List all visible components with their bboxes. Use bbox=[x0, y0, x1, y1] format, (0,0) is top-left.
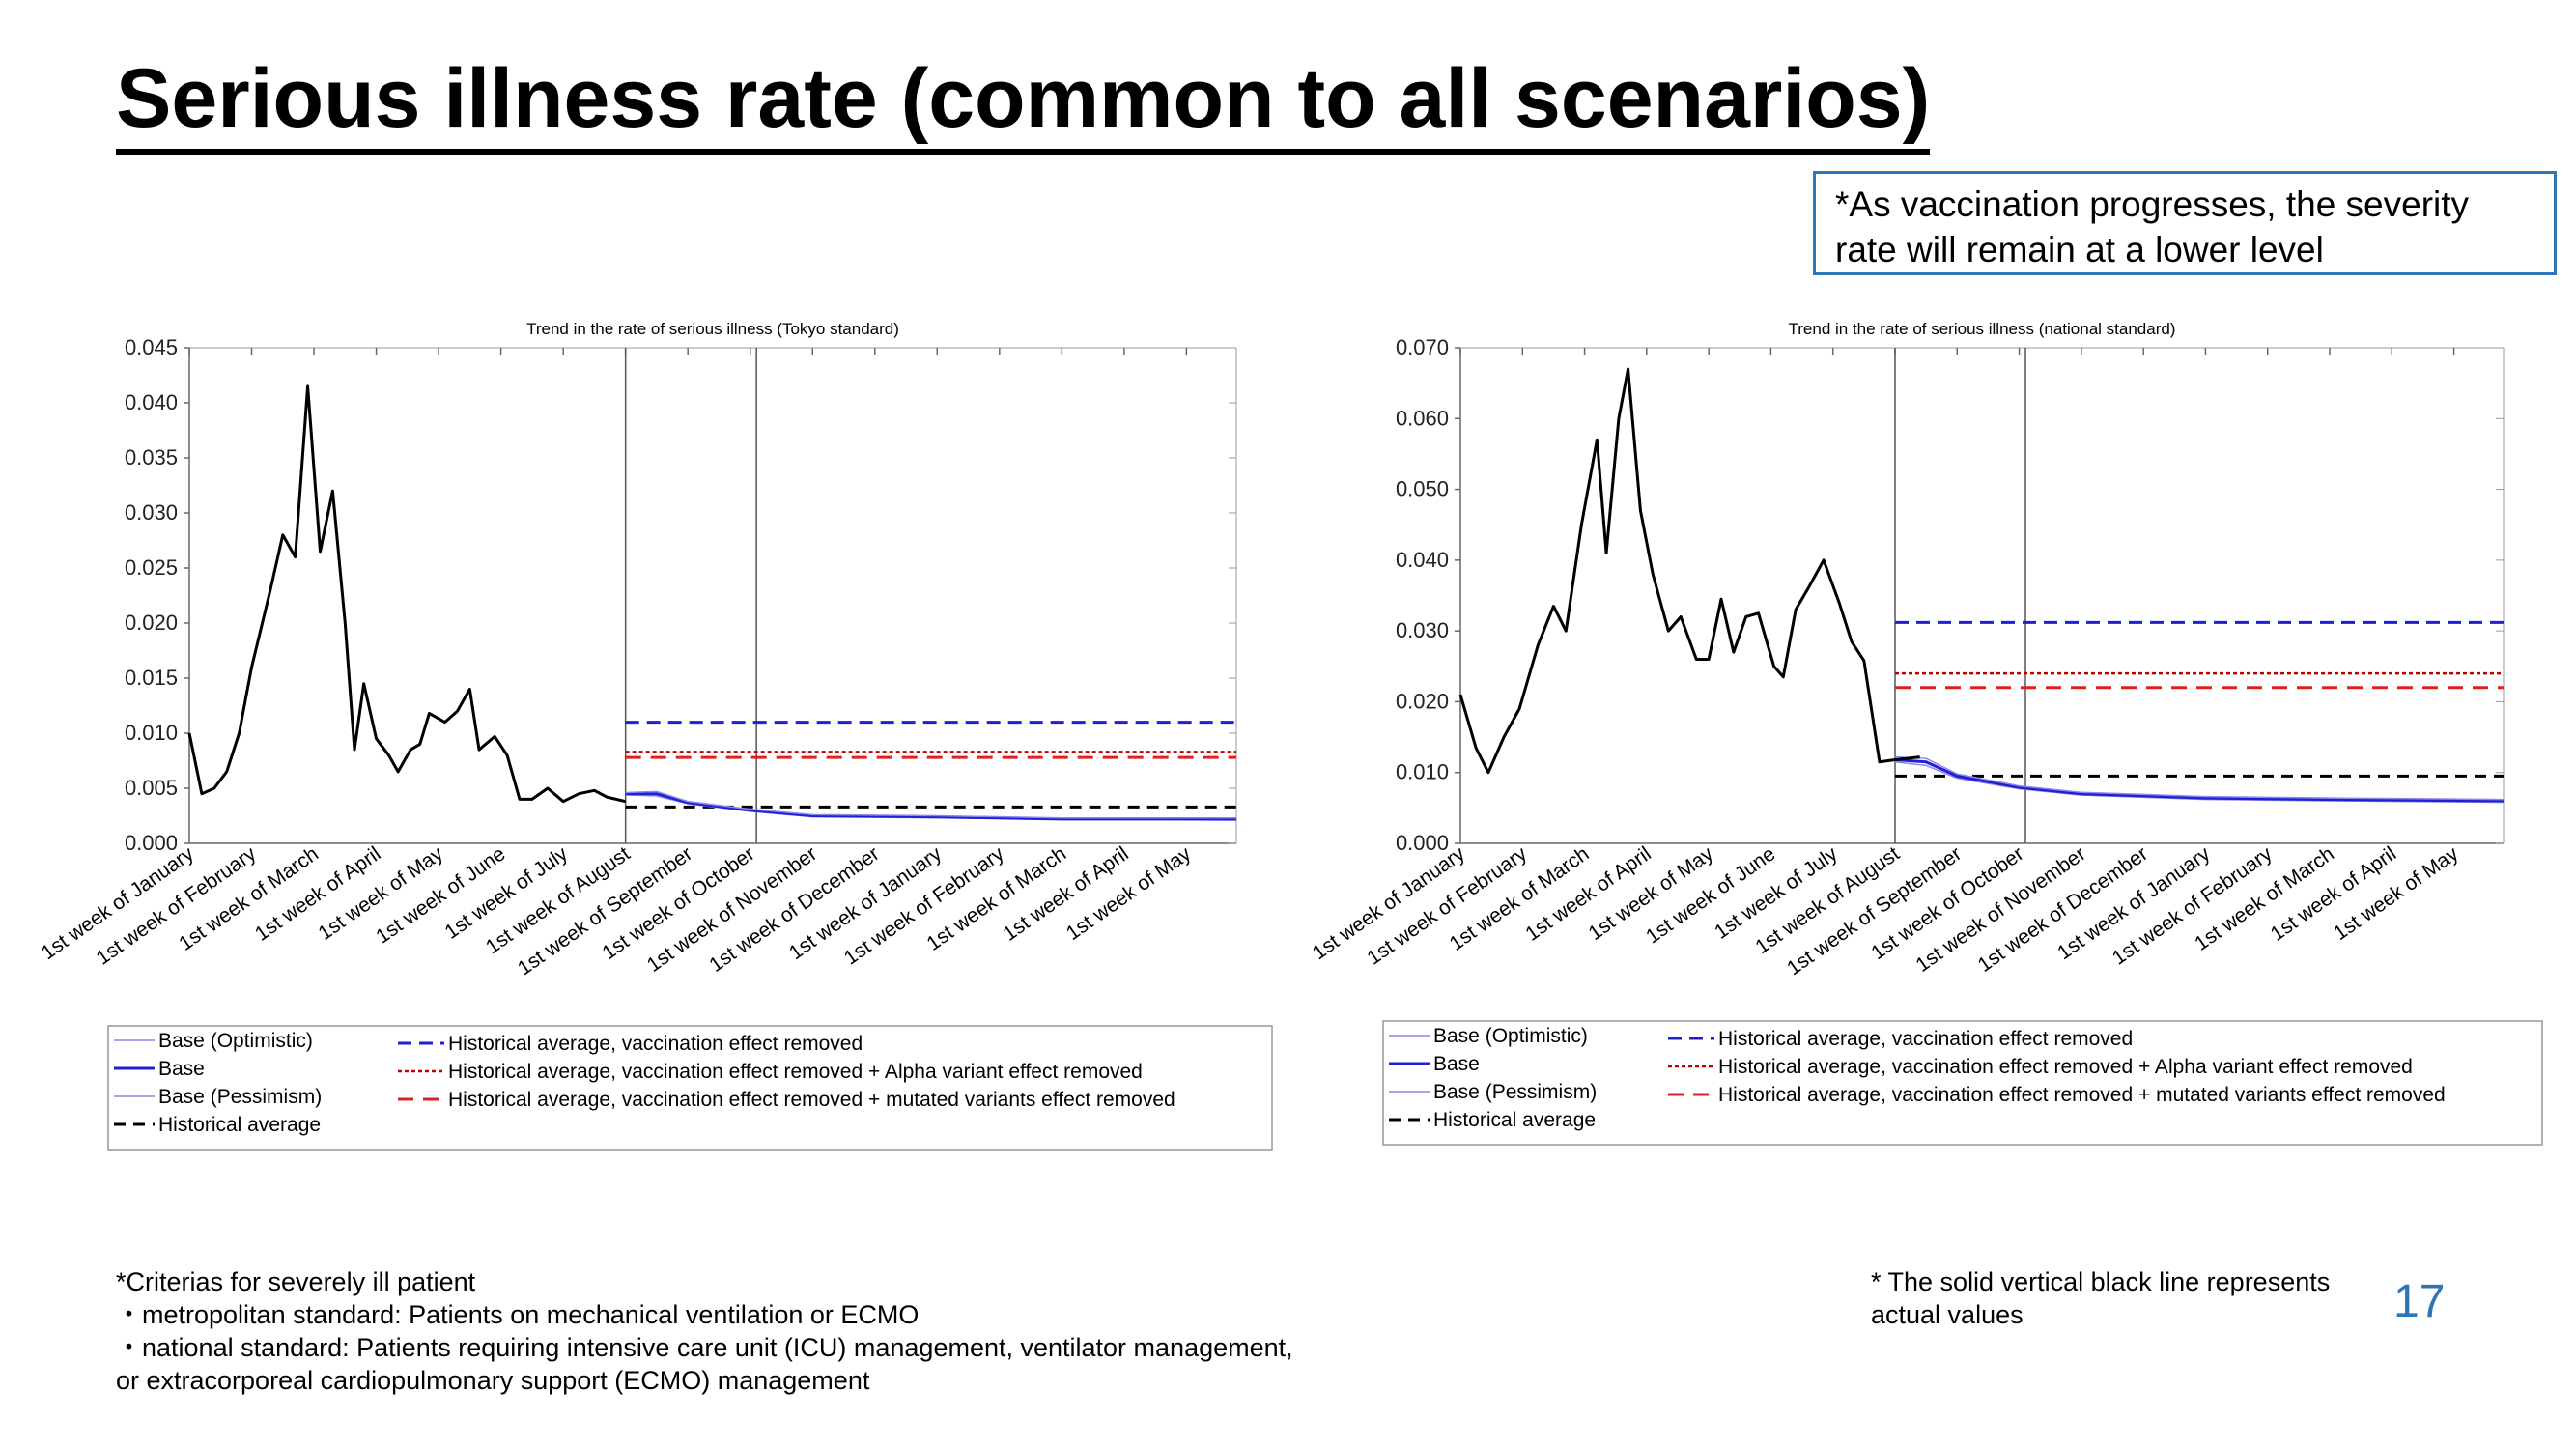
c1-base-series-2 bbox=[1894, 755, 2505, 801]
c1-y-tick-label: 0.060 bbox=[1396, 406, 1449, 430]
c1-legend-label: Base (Optimistic) bbox=[1433, 1025, 1588, 1047]
criteria-heading: *Criterias for severely ill patient bbox=[116, 1267, 476, 1296]
c0-chart-title: Trend in the rate of serious illness (To… bbox=[526, 320, 899, 338]
c0-y-tick-label: 0.000 bbox=[125, 831, 178, 855]
c1-y-tick-label: 0.040 bbox=[1396, 548, 1449, 572]
c1-y-tick-label: 0.030 bbox=[1396, 618, 1449, 642]
criteria-line-3: or extracorporeal cardiopulmonary suppor… bbox=[116, 1366, 870, 1395]
c0-legend-label: Historical average, vaccination effect r… bbox=[448, 1033, 863, 1055]
page-title: Serious illness rate (common to all scen… bbox=[116, 48, 1931, 155]
c0-legend-label: Base (Pessimism) bbox=[158, 1086, 322, 1108]
c1-legend-box bbox=[1382, 1020, 2543, 1146]
c0-y-tick-label: 0.035 bbox=[125, 445, 178, 469]
vaccination-note: *As vaccination progresses, the severity… bbox=[1813, 171, 2557, 275]
c0-y-tick-label: 0.040 bbox=[125, 390, 178, 414]
c0-legend-label: Historical average bbox=[158, 1114, 321, 1136]
chart-svg-tokyo: Trend in the rate of serious illness (To… bbox=[38, 320, 1273, 1151]
c1-legend-label: Historical average, vaccination effect r… bbox=[1718, 1056, 2413, 1078]
c0-legend-box bbox=[107, 1025, 1273, 1151]
c1-actual-line bbox=[1458, 367, 1920, 775]
c0-legend-label: Historical average, vaccination effect r… bbox=[448, 1061, 1143, 1083]
c1-legend-label: Historical average bbox=[1433, 1109, 1596, 1131]
chart-tokyo-standard: Trend in the rate of serious illness (To… bbox=[0, 309, 1285, 1159]
c1-y-tick-label: 0.050 bbox=[1396, 477, 1449, 501]
c1-y-tick-label: 0.000 bbox=[1396, 831, 1449, 855]
c0-base-series-1 bbox=[625, 792, 1236, 821]
criteria-line-2: ・national standard: Patients requiring i… bbox=[116, 1333, 1293, 1362]
c1-legend-label: Base bbox=[1433, 1053, 1480, 1075]
c1-base-series-1 bbox=[1894, 758, 2505, 803]
c0-legend-label: Base bbox=[158, 1058, 205, 1080]
c0-actual-line bbox=[187, 384, 627, 804]
chart-svg-national: Trend in the rate of serious illness (na… bbox=[1309, 320, 2543, 1146]
c0-base-series-2 bbox=[625, 790, 1236, 819]
c1-legend-label: Historical average, vaccination effect r… bbox=[1718, 1028, 2133, 1050]
c0-y-tick-label: 0.010 bbox=[125, 721, 178, 745]
c1-legend-label: Base (Pessimism) bbox=[1433, 1081, 1597, 1103]
c1-chart-title: Trend in the rate of serious illness (na… bbox=[1789, 320, 2176, 338]
criteria-notes: *Criterias for severely ill patient ・met… bbox=[116, 1265, 1293, 1397]
c0-legend-label: Historical average, vaccination effect r… bbox=[448, 1089, 1175, 1111]
chart-national-standard: Trend in the rate of serious illness (na… bbox=[1285, 309, 2576, 1159]
c0-y-tick-label: 0.045 bbox=[125, 335, 178, 359]
c0-y-tick-label: 0.005 bbox=[125, 776, 178, 800]
c0-legend-label: Base (Optimistic) bbox=[158, 1030, 313, 1052]
criteria-line-1: ・metropolitan standard: Patients on mech… bbox=[116, 1300, 920, 1329]
c1-legend-label: Historical average, vaccination effect r… bbox=[1718, 1084, 2446, 1106]
c0-y-tick-label: 0.030 bbox=[125, 500, 178, 525]
vertical-line-footnote: * The solid vertical black line represen… bbox=[1871, 1267, 2331, 1329]
c1-y-tick-label: 0.070 bbox=[1396, 335, 1449, 359]
c1-y-tick-label: 0.020 bbox=[1396, 689, 1449, 713]
c1-y-tick-label: 0.010 bbox=[1396, 760, 1449, 784]
c0-y-tick-label: 0.020 bbox=[125, 611, 178, 635]
c0-y-tick-label: 0.025 bbox=[125, 555, 178, 580]
page-number: 17 bbox=[2393, 1276, 2446, 1327]
c0-y-tick-label: 0.015 bbox=[125, 666, 178, 690]
